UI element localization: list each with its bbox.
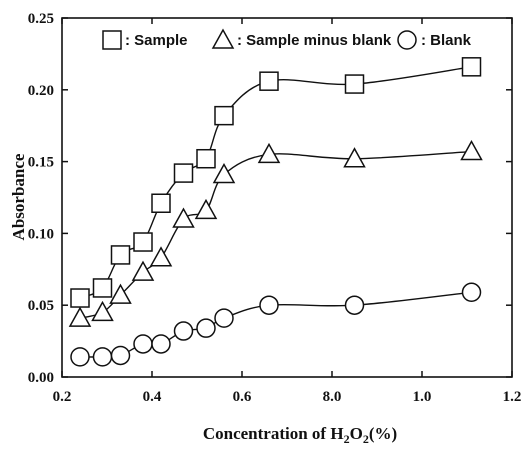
series-line-square xyxy=(79,66,472,299)
data-point-triangle xyxy=(343,147,366,168)
data-point-square xyxy=(461,57,482,77)
series-lines xyxy=(79,66,472,358)
plot-frame xyxy=(61,17,513,378)
x-tick-label: 0.2 xyxy=(53,389,72,405)
y-tick-label: 0.25 xyxy=(28,11,54,27)
tick-labels: 0.2 0.4 0.6 8.0 1.0 1.2 0.00 0.05 0.10 0.15 0.20 0.… xyxy=(28,11,522,405)
legend: : Sample : Sample minus blank : Blank xyxy=(102,28,472,50)
legend-label-triangle: : Sample minus blank xyxy=(237,32,392,49)
data-point-square xyxy=(196,148,216,169)
data-point-circle xyxy=(259,295,279,315)
data-point-square xyxy=(92,278,113,298)
data-point-triangle xyxy=(257,142,281,164)
legend-marker-circle xyxy=(397,30,417,50)
data-point-square xyxy=(133,232,153,252)
data-point-circle xyxy=(461,282,482,303)
y-tick-label: 0.15 xyxy=(28,155,54,171)
x-tick-label: 0.4 xyxy=(143,389,162,405)
legend-marker-square xyxy=(102,30,122,50)
data-point-triangle xyxy=(194,198,218,220)
data-point-triangle xyxy=(109,283,132,304)
data-point-circle xyxy=(133,334,153,354)
data-point-circle xyxy=(70,347,90,367)
data-point-square xyxy=(173,163,194,183)
legend-label-square: : Sample xyxy=(125,32,188,49)
x-tick-label: 1.2 xyxy=(503,389,522,405)
y-tick-label: 0.00 xyxy=(28,370,54,386)
data-point-triangle xyxy=(91,300,114,322)
data-point-triangle xyxy=(149,246,173,267)
x-axis-label: Concentration of H2O2(%) xyxy=(203,424,397,446)
data-point-triangle xyxy=(460,140,483,161)
legend-marker-triangle xyxy=(211,28,235,49)
data-point-triangle xyxy=(68,306,92,327)
data-point-square xyxy=(259,71,279,91)
data-point-circle xyxy=(344,295,365,315)
data-point-circle xyxy=(214,308,234,328)
data-point-square xyxy=(214,105,234,126)
data-point-square xyxy=(110,245,131,265)
data-point-square xyxy=(151,193,171,213)
y-tick-label: 0.05 xyxy=(28,298,54,314)
y-tick-label: 0.20 xyxy=(28,83,54,99)
data-point-circle xyxy=(151,334,171,354)
data-point-square xyxy=(70,288,90,308)
data-point-triangle xyxy=(131,260,155,281)
data-point-circle xyxy=(92,347,113,367)
data-point-square xyxy=(344,74,365,94)
x-tick-label: 0.6 xyxy=(233,389,252,405)
data-point-circle xyxy=(110,345,131,366)
series-markers xyxy=(68,57,483,367)
x-tick-label: 8.0 xyxy=(323,389,342,405)
x-tick-label: 1.0 xyxy=(413,389,432,405)
data-point-triangle xyxy=(212,162,236,184)
data-point-circle xyxy=(196,318,216,338)
legend-label-circle: : Blank xyxy=(421,32,472,49)
data-point-circle xyxy=(173,321,194,341)
y-axis-label: Absorbance xyxy=(9,153,28,240)
y-tick-label: 0.10 xyxy=(28,226,54,242)
data-point-triangle xyxy=(172,207,195,228)
